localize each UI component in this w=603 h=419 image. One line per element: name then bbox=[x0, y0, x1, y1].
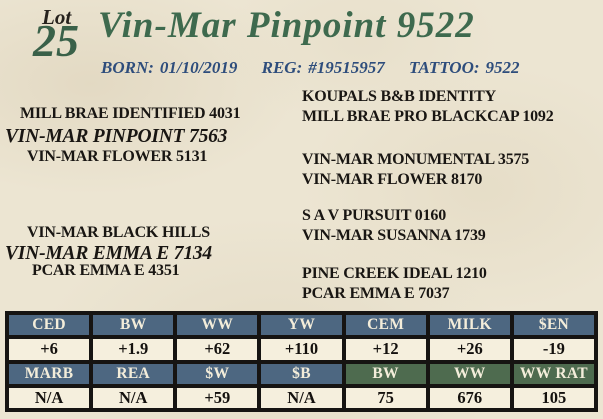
lot-number: 25 bbox=[33, 15, 79, 66]
epd-header-act-ww: WW bbox=[429, 363, 510, 384]
reg-label: REG: bbox=[261, 58, 303, 77]
pedigree-sire-name: VIN-MAR PINPOINT 7563 bbox=[5, 126, 228, 147]
pedigree-gen3-name: MILL BRAE PRO BLACKCAP 1092 bbox=[302, 108, 554, 125]
pedigree-gen3-name: PCAR EMMA E 7037 bbox=[302, 285, 450, 302]
epd-header-en: $EN bbox=[513, 315, 594, 336]
epd-header-cem: CEM bbox=[345, 315, 426, 336]
epd-value-ced: +6 bbox=[9, 339, 90, 360]
epd-header-sw: $W bbox=[177, 363, 258, 384]
reg-field: REG: #19515957 bbox=[262, 58, 385, 77]
epd-value-yw: +110 bbox=[261, 339, 342, 360]
epd-value-milk: +26 bbox=[429, 339, 510, 360]
page-title: Vin-Mar Pinpoint 9522 bbox=[98, 5, 475, 46]
pedigree-dam-granddam: PCAR EMMA E 4351 bbox=[32, 262, 180, 279]
pedigree-gen3-name: KOUPALS B&B IDENTITY bbox=[302, 88, 496, 105]
epd-value-rea: N/A bbox=[93, 387, 174, 408]
epd-header-bw: BW bbox=[93, 315, 174, 336]
pedigree-gen3-name: S A V PURSUIT 0160 bbox=[302, 207, 447, 224]
epd-value-sb: N/A bbox=[261, 387, 342, 408]
epd-table: CED BW WW YW CEM MILK $EN +6 +1.9 +62 +1… bbox=[5, 311, 598, 412]
pedigree-gen3-name: PINE CREEK IDEAL 1210 bbox=[302, 265, 487, 282]
reg-value: #19515957 bbox=[308, 58, 385, 77]
epd-value-bw: +1.9 bbox=[93, 339, 174, 360]
epd-header-ced: CED bbox=[9, 315, 90, 336]
born-value: 01/10/2019 bbox=[159, 58, 238, 77]
epd-header-sb: $B bbox=[261, 363, 342, 384]
pedigree-gen3-name: VIN-MAR MONUMENTAL 3575 bbox=[302, 151, 530, 168]
epd-header-ww: WW bbox=[177, 315, 258, 336]
epd-value-marb: N/A bbox=[9, 387, 90, 408]
pedigree-dam-name: VIN-MAR EMMA E 7134 bbox=[5, 243, 212, 264]
epd-header-ww-rat: WW RAT bbox=[513, 363, 594, 384]
epd-value-act-bw: 75 bbox=[345, 387, 426, 408]
epd-value-sw: +59 bbox=[177, 387, 258, 408]
pedigree-sire-granddam: VIN-MAR FLOWER 5131 bbox=[27, 148, 208, 165]
born-field: BORN: 01/10/2019 bbox=[101, 58, 237, 77]
lot-label: Lot bbox=[42, 5, 72, 29]
epd-value-ww: +62 bbox=[177, 339, 258, 360]
epd-header-milk: MILK bbox=[429, 315, 510, 336]
epd-value-en: -19 bbox=[513, 339, 594, 360]
born-label: BORN: bbox=[101, 58, 154, 77]
tattoo-value: 9522 bbox=[485, 58, 520, 77]
pedigree-sire-grandsire: MILL BRAE IDENTIFIED 4031 bbox=[20, 105, 241, 122]
epd-value-ww-rat: 105 bbox=[513, 387, 594, 408]
animal-info-line: BORN: 01/10/2019 REG: #19515957 TATTOO: 952… bbox=[101, 58, 540, 78]
epd-header-act-bw: BW bbox=[345, 363, 426, 384]
pedigree-gen3-name: VIN-MAR FLOWER 8170 bbox=[302, 171, 483, 188]
tattoo-field: TATTOO: 9522 bbox=[409, 58, 520, 77]
epd-header-rea: REA bbox=[93, 363, 174, 384]
pedigree-gen3-name: VIN-MAR SUSANNA 1739 bbox=[302, 227, 486, 244]
epd-value-cem: +12 bbox=[345, 339, 426, 360]
epd-value-act-ww: 676 bbox=[429, 387, 510, 408]
pedigree-dam-grandsire: VIN-MAR BLACK HILLS bbox=[27, 224, 210, 241]
epd-header-marb: MARB bbox=[9, 363, 90, 384]
epd-header-yw: YW bbox=[261, 315, 342, 336]
tattoo-label: TATTOO: bbox=[408, 58, 480, 77]
